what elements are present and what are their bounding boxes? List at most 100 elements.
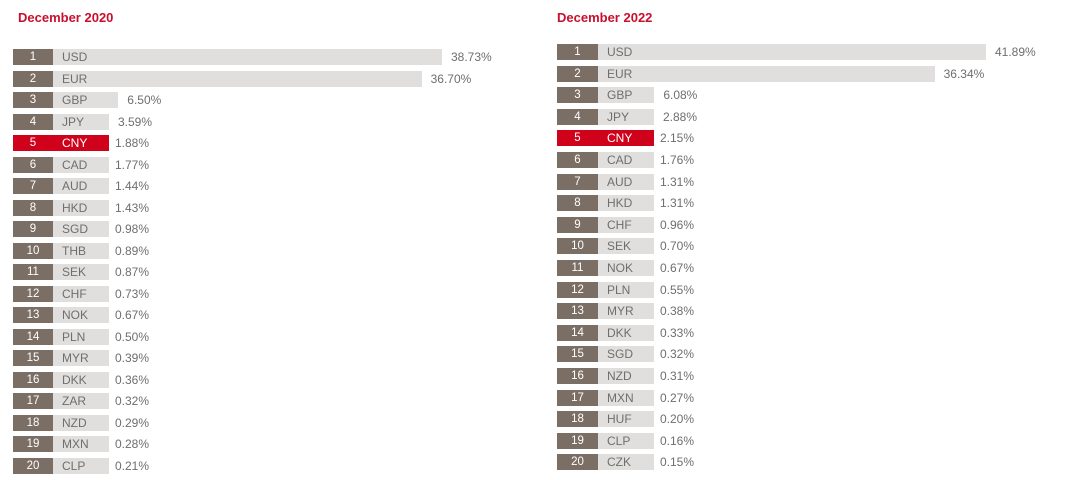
value-label: 0.98%	[115, 222, 150, 236]
currency-label: HKD	[607, 196, 633, 211]
bar-row: 13 MYR 0.38%	[557, 303, 1057, 320]
value-label: 0.39%	[115, 351, 150, 365]
value-label: 0.15%	[660, 455, 695, 470]
bar	[598, 411, 654, 428]
bar-row: 17 ZAR 0.32%	[13, 393, 513, 409]
value-label: 38.73%	[451, 50, 492, 64]
bar-row: 19 MXN 0.28%	[13, 436, 513, 452]
rank-badge: 8	[557, 195, 598, 212]
bar	[53, 307, 109, 323]
value-label: 36.70%	[430, 71, 472, 86]
value-label: 0.16%	[660, 433, 695, 448]
rank-badge: 2	[13, 70, 53, 87]
bar-row: 19 CLP 0.16%	[557, 432, 1057, 449]
currency-label: NZD	[62, 415, 87, 430]
bar	[53, 113, 109, 130]
value-label: 0.21%	[115, 458, 150, 473]
bar	[53, 178, 109, 194]
rank-badge: 19	[557, 432, 598, 449]
rank-badge: 14	[557, 324, 598, 341]
rank-badge: 12	[557, 281, 598, 298]
rank-badge: 5	[13, 135, 53, 151]
rank-badge: 19	[13, 436, 53, 452]
bar-row: 8 HKD 1.43%	[13, 199, 513, 216]
value-label: 0.67%	[660, 261, 695, 275]
bar-row: 10 THB 0.89%	[13, 242, 513, 259]
value-label: 41.89%	[995, 45, 1036, 59]
rank-badge: 18	[557, 411, 598, 428]
chart-december-2020: December 2020 1 USD 38.73% 2 EUR 36.70% 3 GBP 6.…	[0, 0, 530, 480]
bar-row: 11 NOK 0.67%	[557, 260, 1057, 276]
value-label: 1.43%	[115, 200, 150, 215]
currency-label: MXN	[607, 390, 634, 405]
rank-badge: 7	[13, 178, 53, 194]
currency-label: USD	[607, 45, 633, 59]
rank-badge: 7	[557, 173, 598, 190]
currency-label: CZK	[607, 455, 631, 470]
value-label: 6.50%	[127, 93, 162, 107]
value-label: 0.67%	[115, 308, 150, 322]
bar-row: 15 MYR 0.39%	[13, 350, 513, 366]
rank-badge: 1	[557, 44, 598, 60]
value-label: 1.44%	[115, 179, 150, 193]
rank-badge: 5	[557, 130, 598, 147]
bar-row: 4 JPY 3.59%	[13, 113, 513, 130]
bar	[598, 389, 654, 406]
bar	[53, 70, 422, 87]
value-label: 0.28%	[115, 437, 150, 451]
value-label: 0.33%	[660, 325, 695, 340]
bar-row: 12 PLN 0.55%	[557, 281, 1057, 298]
bar-row: 14 DKK 0.33%	[557, 324, 1057, 341]
bar-rows: 1 USD 41.89% 2 EUR 36.34% 3 GBP 6.08% 4 JPY 2.88% 5 C…	[544, 0, 1074, 480]
bar-row: 20 CZK 0.15%	[557, 454, 1057, 471]
value-label: 1.77%	[115, 157, 150, 172]
rank-badge: 15	[557, 346, 598, 363]
value-label: 0.70%	[660, 239, 695, 254]
currency-label: SEK	[62, 265, 87, 279]
bar-row: 11 SEK 0.87%	[13, 264, 513, 280]
currency-label: CAD	[62, 157, 88, 172]
value-label: 0.31%	[660, 369, 695, 383]
currency-label: CLP	[62, 458, 86, 473]
rank-badge: 9	[13, 221, 53, 237]
bar	[598, 454, 654, 471]
currency-label: USD	[62, 50, 88, 64]
bar	[598, 173, 654, 190]
rank-badge: 17	[557, 389, 598, 406]
currency-label: SGD	[62, 222, 89, 236]
value-label: 2.15%	[660, 131, 695, 146]
bar-row: 4 JPY 2.88%	[557, 108, 1057, 125]
currency-label: NOK	[62, 308, 89, 322]
rank-badge: 6	[557, 152, 598, 168]
bar-row: 2 EUR 36.34%	[557, 65, 1057, 82]
rank-badge: 17	[13, 393, 53, 409]
bar	[53, 328, 109, 345]
value-label: 1.88%	[115, 136, 150, 150]
rank-badge: 4	[13, 113, 53, 130]
bar-row: 18 NZD 0.29%	[13, 414, 513, 431]
currency-label: NOK	[607, 261, 634, 275]
currency-label: DKK	[62, 372, 87, 387]
currency-label: CHF	[607, 217, 632, 232]
bar-row: 3 GBP 6.50%	[13, 92, 513, 108]
bar	[598, 195, 654, 212]
value-label: 0.96%	[660, 217, 695, 232]
rank-badge: 15	[13, 350, 53, 366]
rank-badge: 3	[557, 87, 598, 104]
bar-row: 3 GBP 6.08%	[557, 87, 1057, 104]
chart-title: December 2020	[18, 10, 114, 25]
bar	[598, 432, 654, 449]
bar	[598, 238, 654, 255]
rank-badge: 1	[13, 49, 53, 65]
bar-row: 14 PLN 0.50%	[13, 328, 513, 345]
value-label: 0.36%	[115, 372, 150, 387]
bar	[53, 242, 109, 259]
value-label: 0.87%	[115, 265, 150, 279]
bar	[53, 436, 109, 452]
rank-badge: 20	[13, 457, 53, 474]
value-label: 0.32%	[115, 394, 150, 408]
rank-badge: 13	[557, 303, 598, 320]
value-label: 36.34%	[943, 66, 985, 81]
bar	[53, 285, 109, 302]
value-label: 0.89%	[115, 243, 150, 258]
